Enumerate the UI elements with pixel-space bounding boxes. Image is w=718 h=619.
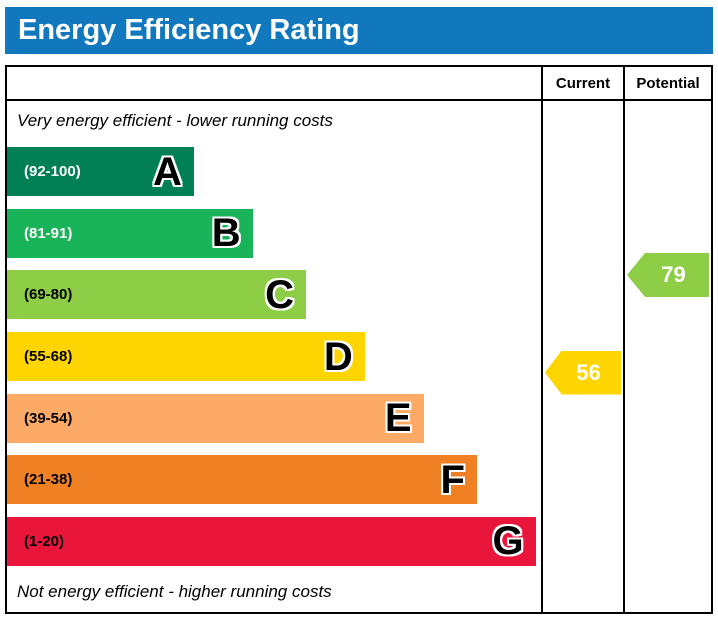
current-column-cell (541, 448, 623, 511)
current-column-cell (541, 387, 623, 449)
band-range-label: (39-54) (24, 409, 73, 427)
current-column-cell (541, 572, 623, 613)
band-letter: F (440, 457, 465, 502)
page-title: Energy Efficiency Rating (18, 14, 360, 46)
band-row-f: (21-38) F (7, 448, 711, 511)
current-column-cell (541, 510, 623, 573)
potential-column-cell (623, 325, 711, 388)
current-column-header: Current (541, 67, 623, 99)
band-range-label: (21-38) (24, 471, 73, 489)
band-row-g: (1-20) G (7, 510, 711, 573)
title-bar: Energy Efficiency Rating (5, 7, 713, 54)
potential-column-header: Potential (623, 67, 711, 99)
band-bar-g: (1-20) G (7, 516, 536, 566)
band-letter: G (492, 519, 524, 564)
chart-header-row: Current Potential (7, 67, 711, 101)
top-note-row: Very energy efficient - lower running co… (7, 101, 711, 141)
band-letter: C (265, 272, 295, 317)
potential-column-cell (623, 101, 711, 141)
band-range-label: (1-20) (24, 532, 65, 550)
top-note: Very energy efficient - lower running co… (17, 111, 333, 130)
band-range-label: (55-68) (24, 348, 73, 366)
band-bar-c: (69-80) C (7, 270, 307, 320)
band-bar-f: (21-38) F (7, 455, 477, 505)
potential-column-cell (623, 448, 711, 511)
header-spacer (7, 67, 541, 99)
band-row-c: (69-80) C 79 (7, 252, 711, 326)
bottom-note: Not energy efficient - higher running co… (17, 582, 332, 602)
current-column-cell (541, 202, 623, 265)
band-row-b: (81-91) B (7, 202, 711, 265)
energy-efficiency-chart: Current Potential Very energy efficient … (5, 65, 713, 614)
band-row-d: (55-68) D 56 (7, 325, 711, 395)
band-range-label: (92-100) (24, 163, 81, 181)
current-rating-value: 56 (576, 359, 601, 385)
band-bar-a: (92-100) A (7, 147, 194, 197)
potential-column-cell (623, 572, 711, 613)
band-row-a: (92-100) A (7, 141, 711, 203)
band-bar-b: (81-91) B (7, 208, 253, 258)
potential-rating-marker: 79 (627, 252, 709, 297)
bottom-note-row: Not energy efficient - higher running co… (7, 572, 711, 613)
current-column-cell (541, 264, 623, 326)
band-letter: B (211, 211, 241, 256)
potential-rating-value: 79 (661, 261, 686, 287)
band-letter: A (153, 149, 182, 194)
current-column-cell: 56 (541, 325, 623, 395)
current-column-cell (541, 101, 623, 141)
band-range-label: (69-80) (24, 286, 73, 304)
band-bar-d: (55-68) D (7, 332, 365, 382)
potential-column-cell (623, 510, 711, 573)
band-range-label: (81-91) (24, 224, 73, 242)
potential-column-cell (623, 387, 711, 449)
potential-column-cell: 79 (623, 252, 711, 326)
current-column-cell (541, 141, 623, 203)
potential-column-cell (623, 202, 711, 265)
band-bar-e: (39-54) E (7, 393, 424, 443)
band-letter: D (323, 334, 353, 379)
potential-column-cell (623, 141, 711, 203)
band-letter: E (384, 396, 412, 441)
band-row-e: (39-54) E (7, 387, 711, 449)
current-rating-marker: 56 (545, 350, 621, 395)
